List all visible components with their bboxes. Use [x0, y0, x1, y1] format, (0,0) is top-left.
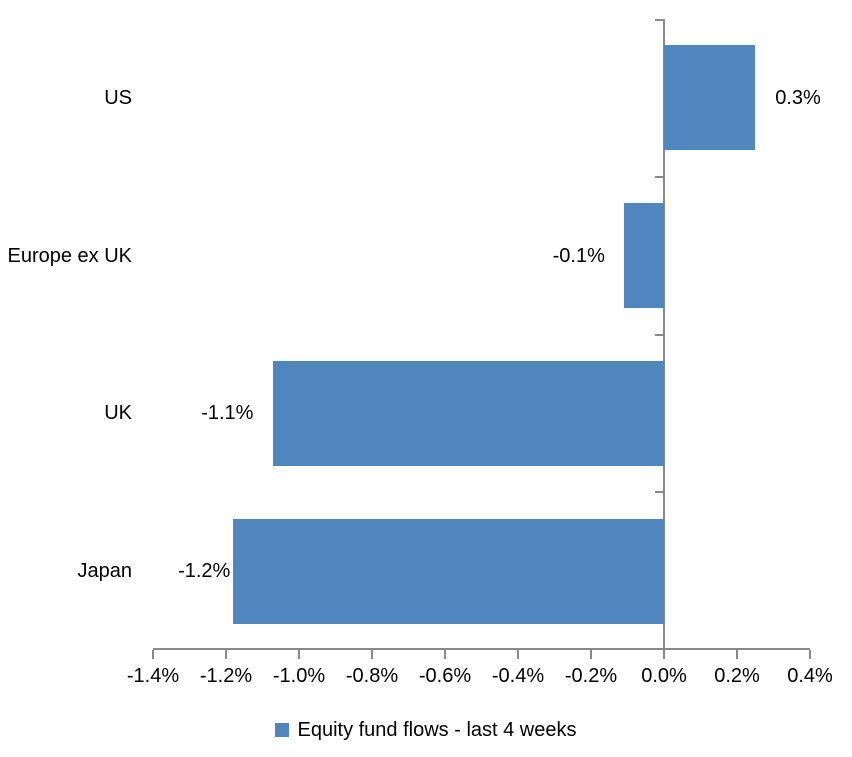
x-axis-tick — [152, 650, 154, 659]
x-axis-tick-label: -0.2% — [564, 665, 618, 687]
x-axis-tick — [736, 650, 738, 659]
bar-japan — [233, 518, 664, 624]
x-axis-tick — [517, 650, 519, 659]
category-label: UK — [104, 402, 132, 425]
category-axis-tick — [655, 491, 665, 494]
x-axis-tick — [590, 650, 592, 659]
legend-label: Equity fund flows - last 4 weeks — [297, 719, 577, 741]
category-axis-tick — [655, 175, 665, 178]
category-axis-tick — [655, 333, 665, 336]
category-label: US — [104, 86, 132, 109]
x-axis-tick-label: -1.0% — [272, 665, 326, 687]
legend: Equity fund flows - last 4 weeks — [0, 718, 852, 742]
bar-uk — [273, 360, 664, 466]
x-axis-tick-label: 0.4% — [787, 665, 833, 687]
x-axis-tick — [298, 650, 300, 659]
x-axis-tick-label: 0.0% — [641, 665, 687, 687]
bar-europe-ex-uk — [623, 203, 664, 309]
x-axis-line — [153, 648, 810, 650]
data-label: 0.3% — [775, 86, 821, 109]
x-axis-tick-label: -1.4% — [126, 665, 180, 687]
x-axis-tick — [225, 650, 227, 659]
category-label: Europe ex UK — [7, 244, 132, 267]
x-axis-tick-label: 0.2% — [714, 665, 760, 687]
data-label: -1.1% — [201, 402, 254, 425]
x-axis-tick-label: -0.4% — [491, 665, 545, 687]
x-axis-tick — [663, 650, 665, 659]
legend-swatch-icon — [275, 723, 290, 737]
x-axis-tick — [444, 650, 446, 659]
x-axis-tick-label: -0.8% — [345, 665, 399, 687]
x-axis-tick-label: -0.6% — [418, 665, 472, 687]
category-axis-tick — [655, 19, 665, 21]
bar-us — [664, 45, 756, 151]
category-label: Japan — [77, 560, 133, 583]
plot-area: -1.4% -1.2% -1.0% -0.8% -0.6% -0.4% -0.2% 0.0% 0… — [127, 19, 833, 687]
x-axis-tick-label: -1.2% — [199, 665, 253, 687]
data-label: -1.2% — [178, 560, 231, 583]
x-axis-tick — [371, 650, 373, 659]
x-axis-tick — [809, 650, 811, 659]
data-label: -0.1% — [552, 244, 605, 267]
